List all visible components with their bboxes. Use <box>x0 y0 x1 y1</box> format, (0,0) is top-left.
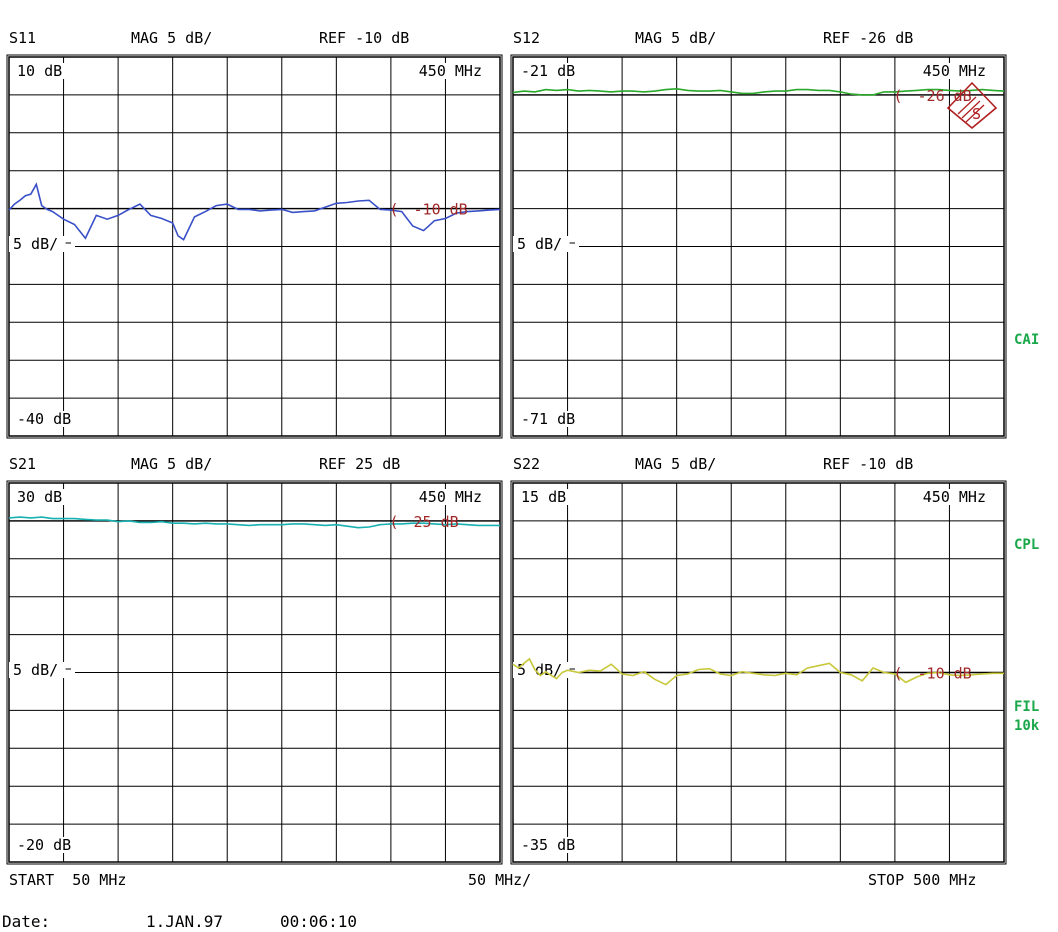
label-background <box>513 662 579 678</box>
trace-s11 <box>8 182 501 241</box>
overload-warning-icon: S <box>946 81 998 130</box>
start-frequency: START 50 MHz <box>9 871 127 889</box>
label-background <box>907 489 983 505</box>
panel-ref-label: REF -26 dB <box>823 29 913 47</box>
panel-ref-label: REF -10 dB <box>823 455 913 473</box>
marker-frequency-label: 450 MHz <box>923 488 986 506</box>
warning-letter: S <box>972 105 981 123</box>
cpl-label: CPL <box>1014 537 1040 553</box>
trace-s22 <box>512 657 1004 686</box>
panel-param-label: S11 <box>9 29 36 47</box>
label-background <box>518 489 580 505</box>
date-label: Date: <box>2 912 51 931</box>
label-background <box>518 411 596 427</box>
trace-s21 <box>8 516 500 529</box>
reference-marker-value: -10 dB <box>918 665 972 683</box>
panel-s22: S22 MAG 5 dB/REF -10 dB 15 dB 450 MHz -35 dB… <box>510 455 1007 865</box>
label-background <box>403 63 479 79</box>
reference-marker-value: 25 dB <box>414 513 459 531</box>
panel-s12: S12 MAG 5 dB/REF -26 dB -21 dB 450 MHz -71 d… <box>510 29 1007 439</box>
fil-bandwidth-label: 10k <box>1014 718 1040 734</box>
scale-per-division-label: 5 dB/ <box>517 235 562 253</box>
trace-s12 <box>512 87 1005 96</box>
panel-mag-label: MAG 5 dB/ <box>131 455 212 473</box>
scale-per-division-label: 5 dB/ <box>13 235 58 253</box>
reference-marker-symbol: ( <box>390 201 399 219</box>
label-background <box>518 837 596 853</box>
reference-marker-symbol: ( <box>894 87 903 105</box>
stop-frequency: STOP 500 MHz <box>868 871 977 889</box>
panel-ref-label: REF 25 dB <box>319 455 400 473</box>
cal-label: CAI <box>1014 332 1040 348</box>
marker-frequency-label: 450 MHz <box>923 62 986 80</box>
warning-diamond <box>946 81 998 130</box>
panel-outer-frame <box>510 480 1007 865</box>
bottom-scale-label: -20 dB <box>17 836 71 854</box>
reference-marker-value: -26 dB <box>918 87 972 105</box>
label-background <box>14 837 92 853</box>
top-scale-label: 15 dB <box>521 488 566 506</box>
bottom-scale-label: -35 dB <box>521 836 575 854</box>
panel-outer-frame <box>6 54 503 439</box>
top-scale-label: 10 dB <box>17 62 62 80</box>
marker-frequency-label: 450 MHz <box>419 62 482 80</box>
label-background <box>14 489 76 505</box>
top-scale-label: 30 dB <box>17 488 62 506</box>
panel-mag-label: MAG 5 dB/ <box>635 455 716 473</box>
panel-param-label: S21 <box>9 455 36 473</box>
panel-outer-frame <box>6 480 503 865</box>
bottom-scale-label: -40 dB <box>17 410 71 428</box>
fil-label: FIL <box>1014 699 1040 715</box>
panel-mag-label: MAG 5 dB/ <box>635 29 716 47</box>
panel-s21: S21 MAG 5 dB/REF 25 dB 30 dB 450 MHz -20 dB 5… <box>6 455 503 865</box>
label-background <box>14 63 76 79</box>
label-background <box>9 662 75 678</box>
top-scale-label: -21 dB <box>521 62 575 80</box>
label-background <box>513 236 579 252</box>
panel-outer-frame <box>510 54 1007 439</box>
panel-param-label: S12 <box>513 29 540 47</box>
reference-marker-symbol: ( <box>894 665 903 683</box>
label-background <box>518 63 580 79</box>
panel-s11: S11 MAG 5 dB/REF -10 dB 10 dB 450 MHz -40 dB… <box>6 29 503 439</box>
label-background <box>14 411 92 427</box>
warning-hatch <box>957 96 985 123</box>
bottom-scale-label: -71 dB <box>521 410 575 428</box>
label-background <box>9 236 75 252</box>
frequency-per-division: 50 MHz/ <box>468 871 532 889</box>
panel-param-label: S22 <box>513 455 540 473</box>
reference-marker-symbol: ( <box>390 513 399 531</box>
scale-per-division-label: 5 dB/ <box>13 661 58 679</box>
time-value: 00:06:10 <box>280 912 358 931</box>
label-background <box>403 489 479 505</box>
reference-marker-value: -10 dB <box>414 201 468 219</box>
panel-ref-label: REF -10 dB <box>319 29 409 47</box>
label-background <box>907 63 983 79</box>
panel-mag-label: MAG 5 dB/ <box>131 29 212 47</box>
marker-frequency-label: 450 MHz <box>419 488 482 506</box>
date-value: 1.JAN.97 <box>146 912 224 931</box>
